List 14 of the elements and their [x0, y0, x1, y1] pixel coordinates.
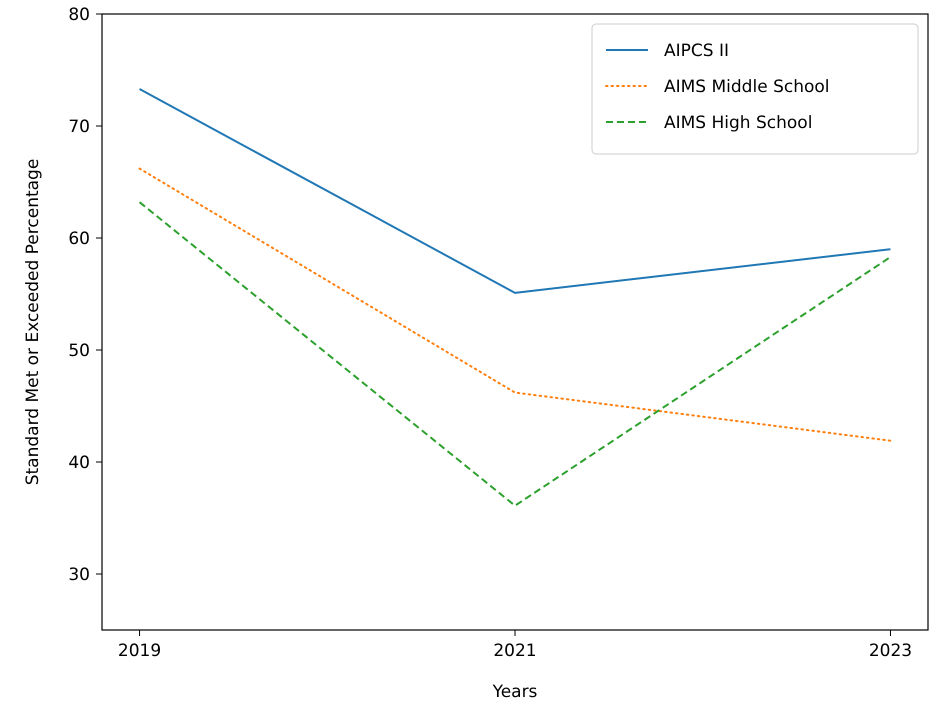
- legend-label: AIPCS II: [664, 41, 729, 61]
- y-tick-label: 40: [68, 453, 90, 473]
- x-axis-title: Years: [492, 682, 538, 702]
- y-tick-label: 80: [68, 5, 90, 25]
- y-tick-label: 50: [68, 341, 90, 361]
- y-tick-label: 60: [68, 229, 90, 249]
- legend-label: AIMS Middle School: [664, 77, 830, 97]
- y-axis-title: Standard Met or Exceeded Percentage: [23, 158, 43, 486]
- y-tick-label: 70: [68, 117, 90, 137]
- y-tick-label: 30: [68, 565, 90, 585]
- x-tick-label: 2021: [493, 641, 537, 661]
- x-tick-label: 2023: [868, 641, 912, 661]
- legend-label: AIMS High School: [664, 113, 812, 133]
- x-tick-label: 2019: [118, 641, 162, 661]
